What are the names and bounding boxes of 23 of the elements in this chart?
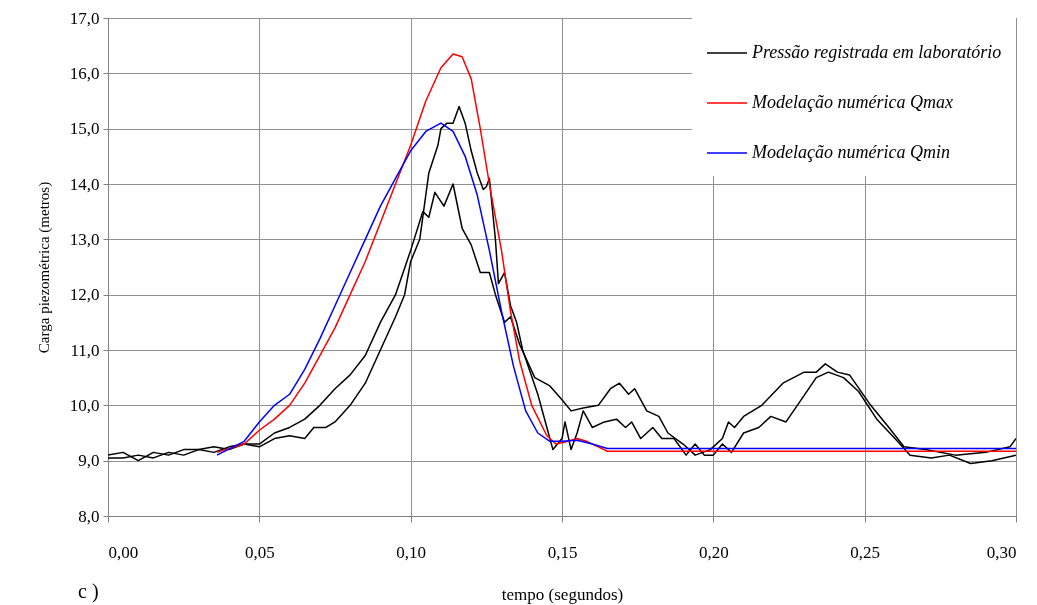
legend-label: Modelação numérica Qmax <box>751 92 953 112</box>
x-tick-label: 0,20 <box>698 542 729 562</box>
y-tick-label: 12,0 <box>69 285 100 305</box>
y-tick-label: 9,0 <box>78 451 100 471</box>
y-tick-label: 8,0 <box>78 506 100 526</box>
x-tick-label: 0,30 <box>986 542 1017 562</box>
y-tick-label: 10,0 <box>69 395 100 415</box>
legend-label: Modelação numérica Qmin <box>751 142 950 162</box>
text: c ) <box>78 580 99 603</box>
x-axis-title: tempo (segundos) <box>501 584 624 604</box>
x-tick-label: 0,05 <box>244 542 275 562</box>
y-tick-label: 13,0 <box>69 229 100 249</box>
y-tick-label: 11,0 <box>70 340 100 360</box>
y-tick-label: 14,0 <box>69 174 100 194</box>
x-tick-label: 0,10 <box>396 542 427 562</box>
x-tick-label: 0,15 <box>547 542 578 562</box>
y-tick-label: 16,0 <box>69 63 100 83</box>
x-tick-label: 0,25 <box>850 542 881 562</box>
y-axis-title: Carga piezométrica (metros) <box>35 181 53 354</box>
y-tick-label: 15,0 <box>69 119 100 139</box>
x-tick-label: 0,00 <box>108 542 139 562</box>
legend-label: Pressão registrada em laboratório <box>751 42 1002 62</box>
y-tick-label: 17,0 <box>69 8 100 28</box>
